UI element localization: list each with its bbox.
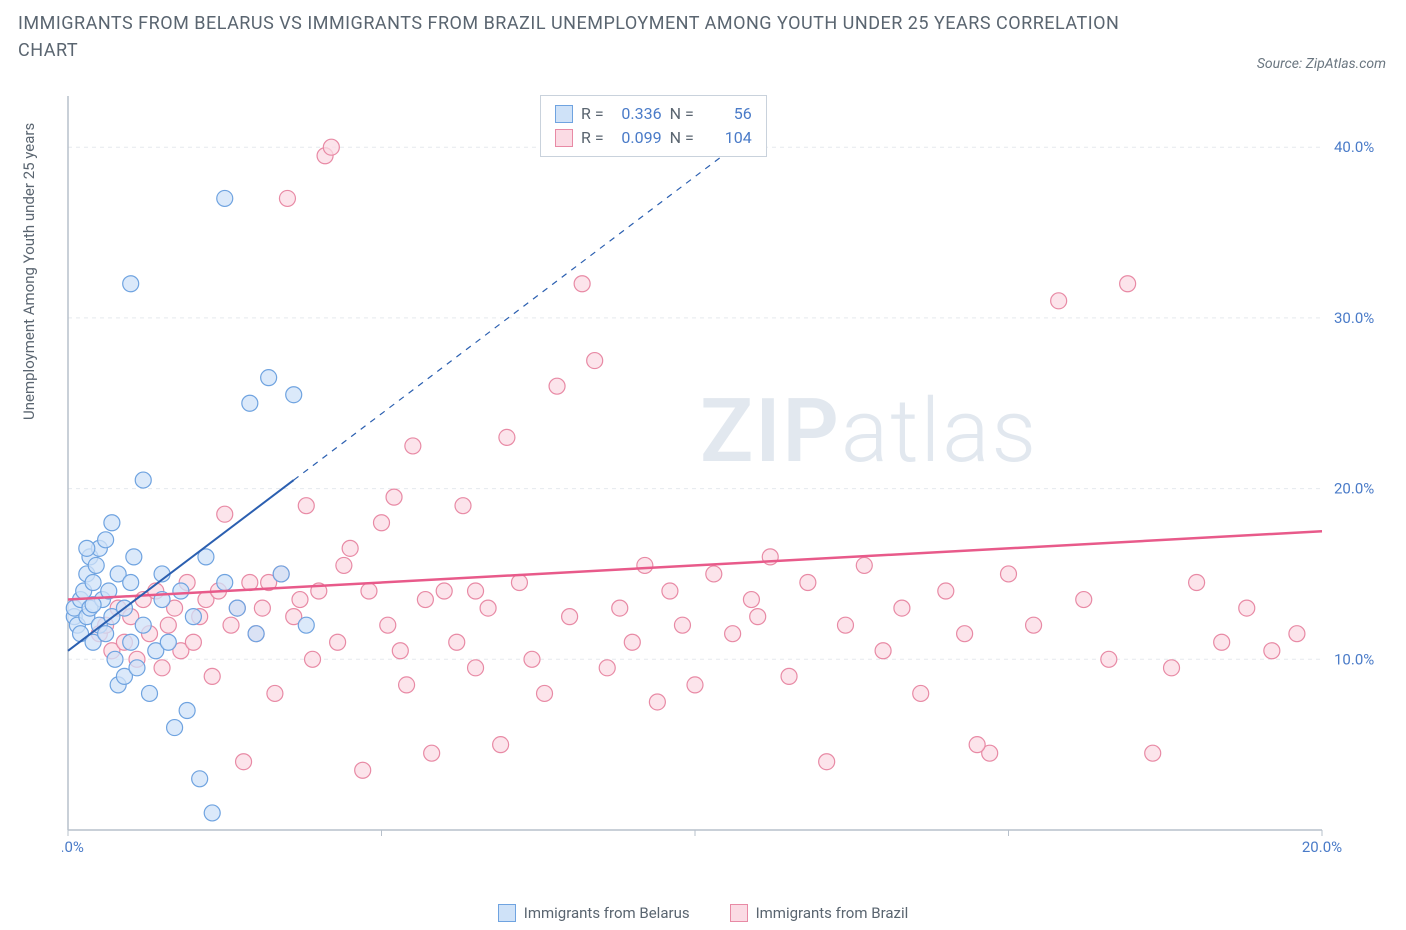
svg-text:20.0%: 20.0% xyxy=(1334,480,1374,498)
legend-item-belarus: Immigrants from Belarus xyxy=(498,904,690,922)
stats-swatch-brazil xyxy=(555,129,573,147)
svg-text:40.0%: 40.0% xyxy=(1334,138,1374,156)
stats-row-belarus: R = 0.336 N = 56 xyxy=(555,102,752,126)
r-label: R = xyxy=(581,126,604,150)
r-value-brazil: 0.099 xyxy=(612,126,662,150)
svg-text:0.0%: 0.0% xyxy=(62,838,84,856)
svg-text:20.0%: 20.0% xyxy=(1302,838,1342,856)
y-axis-label: Unemployment Among Youth under 25 years xyxy=(20,123,38,420)
correlation-stats-box: R = 0.336 N = 56 R = 0.099 N = 104 xyxy=(540,95,767,157)
legend-item-brazil: Immigrants from Brazil xyxy=(730,904,909,922)
stats-row-brazil: R = 0.099 N = 104 xyxy=(555,126,752,150)
scatter-chart: 10.0% 20.0% 30.0% 40.0% 0.0% 20.0% xyxy=(62,90,1392,860)
svg-text:30.0%: 30.0% xyxy=(1334,309,1374,327)
n-label: N = xyxy=(670,102,694,126)
n-value-brazil: 104 xyxy=(702,126,752,150)
legend-label-brazil: Immigrants from Brazil xyxy=(756,904,909,922)
chart-title: IMMIGRANTS FROM BELARUS VS IMMIGRANTS FR… xyxy=(18,10,1168,64)
source-attribution: Source: ZipAtlas.com xyxy=(1257,56,1386,72)
svg-text:10.0%: 10.0% xyxy=(1334,650,1374,668)
n-label: N = xyxy=(670,126,694,150)
legend-swatch-belarus xyxy=(498,904,516,922)
legend-label-belarus: Immigrants from Belarus xyxy=(524,904,690,922)
legend-swatch-brazil xyxy=(730,904,748,922)
r-value-belarus: 0.336 xyxy=(612,102,662,126)
legend: Immigrants from Belarus Immigrants from … xyxy=(0,904,1406,922)
n-value-belarus: 56 xyxy=(702,102,752,126)
stats-swatch-belarus xyxy=(555,105,573,123)
r-label: R = xyxy=(581,102,604,126)
chart-area: 10.0% 20.0% 30.0% 40.0% 0.0% 20.0% xyxy=(62,90,1392,860)
